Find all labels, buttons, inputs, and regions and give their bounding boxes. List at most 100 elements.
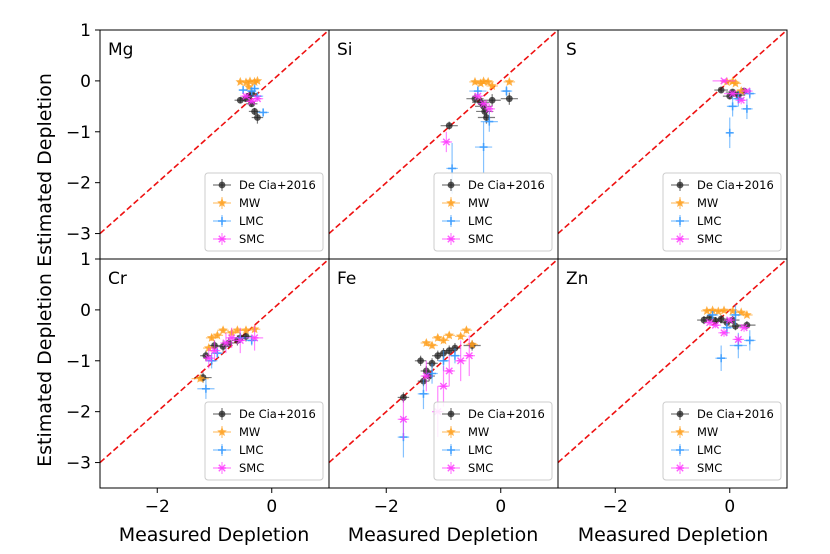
x-tick-label: 0	[724, 497, 735, 517]
marker	[252, 75, 263, 85]
legend-label: LMC	[468, 214, 492, 228]
data-point	[437, 365, 450, 407]
data-point	[480, 111, 498, 132]
legend-marker	[217, 198, 227, 208]
data-point	[726, 305, 739, 315]
marker	[745, 336, 754, 345]
marker	[717, 86, 725, 94]
data-point	[211, 330, 224, 340]
marker	[235, 76, 246, 86]
marker	[504, 76, 515, 86]
series-de-cia-2016	[194, 331, 252, 383]
data-point	[741, 309, 753, 320]
legend-marker	[447, 217, 455, 225]
data-point	[474, 121, 493, 173]
data-point	[725, 117, 734, 149]
data-point	[440, 131, 453, 153]
legend-entry: SMC	[671, 461, 722, 475]
data-point	[715, 345, 727, 371]
legend-marker	[676, 235, 684, 243]
legend-entry: SMC	[442, 461, 493, 475]
marker	[204, 343, 214, 353]
legend-label: SMC	[697, 232, 722, 246]
plot-area	[329, 259, 558, 464]
marker	[706, 314, 714, 321]
y-axis-label-bottom: Estimated Depletion	[34, 273, 56, 467]
marker	[445, 347, 453, 354]
data-point	[712, 77, 736, 85]
legend-box	[204, 401, 324, 481]
data-point	[714, 86, 729, 94]
legend-label: SMC	[468, 232, 493, 246]
marker	[707, 305, 718, 315]
data-point	[466, 339, 478, 349]
series-mw	[420, 325, 478, 350]
data-point	[726, 96, 739, 117]
data-point	[732, 334, 745, 345]
data-point	[500, 92, 518, 105]
data-point	[220, 332, 232, 354]
reference-line	[329, 30, 558, 235]
data-point	[420, 360, 433, 392]
legend-label: MW	[468, 425, 489, 439]
data-point	[257, 108, 269, 117]
marker	[734, 335, 743, 344]
legend-marker	[218, 217, 226, 225]
marker	[479, 100, 488, 108]
legend-marker	[218, 464, 226, 472]
x-axis-label-middle: Measured Depletion	[348, 524, 539, 546]
data-point	[443, 355, 455, 387]
legend-marker	[676, 217, 684, 225]
legend-marker	[447, 410, 455, 418]
data-point	[483, 103, 496, 114]
marker	[717, 315, 725, 323]
marker	[743, 87, 751, 95]
marker	[445, 122, 453, 130]
legend-label: De Cia+2016	[468, 178, 545, 192]
y-tick-label: −1	[66, 352, 91, 372]
marker	[505, 95, 513, 103]
data-point	[738, 323, 750, 332]
legend: De Cia+2016 MW LMC SMC	[662, 172, 782, 252]
marker	[465, 351, 474, 360]
legend-entry: MW	[213, 196, 260, 210]
panel-frame	[557, 258, 788, 489]
legend-label: MW	[239, 196, 260, 210]
marker	[419, 389, 428, 398]
legend-box	[433, 172, 553, 252]
legend-entry: De Cia+2016	[213, 407, 316, 421]
marker	[210, 346, 219, 355]
plot-area	[100, 259, 329, 464]
legend-entry: LMC	[671, 443, 721, 457]
marker	[438, 335, 449, 345]
marker	[236, 96, 244, 104]
series-smc	[703, 316, 750, 345]
series-de-cia-2016	[397, 340, 481, 403]
panel-cr: Cr −3 −2 −1 0 1 −2 0 De Cia+2016 MW LMC SMC	[66, 250, 330, 517]
data-point	[417, 378, 430, 410]
marker	[725, 316, 734, 324]
marker	[475, 78, 486, 88]
legend-label: De Cia+2016	[239, 178, 316, 192]
marker	[251, 108, 258, 115]
legend-entry: MW	[671, 196, 718, 210]
legend-entry: SMC	[671, 232, 722, 246]
marker	[728, 89, 737, 98]
marker	[254, 114, 261, 121]
marker	[742, 104, 751, 113]
data-point	[251, 95, 264, 103]
marker	[728, 102, 737, 111]
panel-title: Fe	[337, 269, 356, 289]
legend-marker	[447, 235, 455, 243]
plot-area	[558, 30, 787, 235]
marker	[422, 372, 431, 380]
data-point	[245, 325, 264, 351]
marker	[730, 78, 741, 88]
legend-entry: LMC	[442, 214, 492, 228]
legend-label: LMC	[697, 214, 721, 228]
marker	[439, 356, 448, 365]
marker	[502, 87, 511, 96]
marker	[479, 143, 488, 152]
legend-entry: De Cia+2016	[442, 178, 545, 192]
series-mw	[191, 324, 261, 383]
